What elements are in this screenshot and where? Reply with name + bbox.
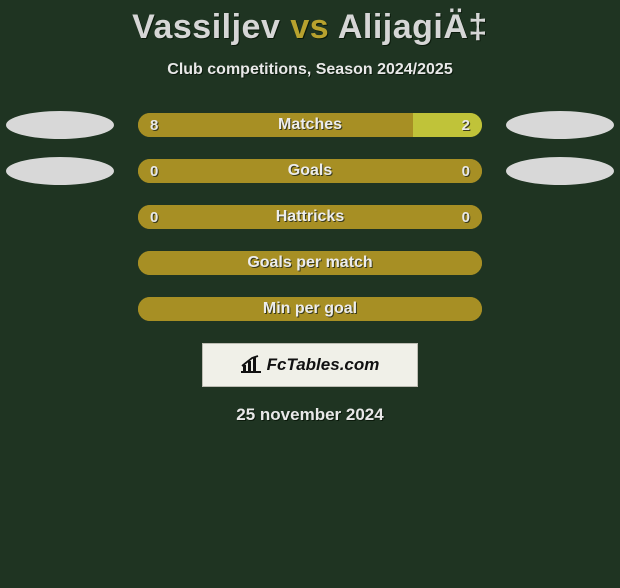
date-text: 25 november 2024 bbox=[0, 405, 620, 425]
stat-label: Matches bbox=[138, 113, 482, 137]
stat-bar: 00Hattricks bbox=[138, 205, 482, 229]
stat-row: Goals per match bbox=[0, 251, 620, 275]
vs-text: vs bbox=[290, 8, 329, 46]
player-left-photo bbox=[6, 157, 114, 185]
chart-icon bbox=[241, 355, 261, 376]
stat-label: Min per goal bbox=[138, 297, 482, 321]
stat-label: Goals bbox=[138, 159, 482, 183]
stat-bar: Goals per match bbox=[138, 251, 482, 275]
stat-row: 82Matches bbox=[0, 113, 620, 137]
subtitle: Club competitions, Season 2024/2025 bbox=[0, 61, 620, 79]
stat-label: Hattricks bbox=[138, 205, 482, 229]
stat-rows: 82Matches 00Goals 00Hattricks Goals per mat… bbox=[0, 113, 620, 321]
stat-bar: 82Matches bbox=[138, 113, 482, 137]
stat-row: Min per goal bbox=[0, 297, 620, 321]
stat-label: Goals per match bbox=[138, 251, 482, 275]
stat-row: 00Goals bbox=[0, 159, 620, 183]
stat-row: 00Hattricks bbox=[0, 205, 620, 229]
player-left-photo bbox=[6, 111, 114, 139]
player-right-photo bbox=[506, 111, 614, 139]
player-left-name: Vassiljev bbox=[132, 8, 280, 46]
page-title: Vassiljev vs AlijagiÄ‡ bbox=[0, 8, 620, 47]
player-right-name: AlijagiÄ‡ bbox=[338, 8, 488, 46]
fctables-badge[interactable]: FcTables.com bbox=[202, 343, 418, 387]
stat-bar: 00Goals bbox=[138, 159, 482, 183]
badge-text: FcTables.com bbox=[267, 355, 380, 375]
player-right-photo bbox=[506, 157, 614, 185]
stat-bar: Min per goal bbox=[138, 297, 482, 321]
